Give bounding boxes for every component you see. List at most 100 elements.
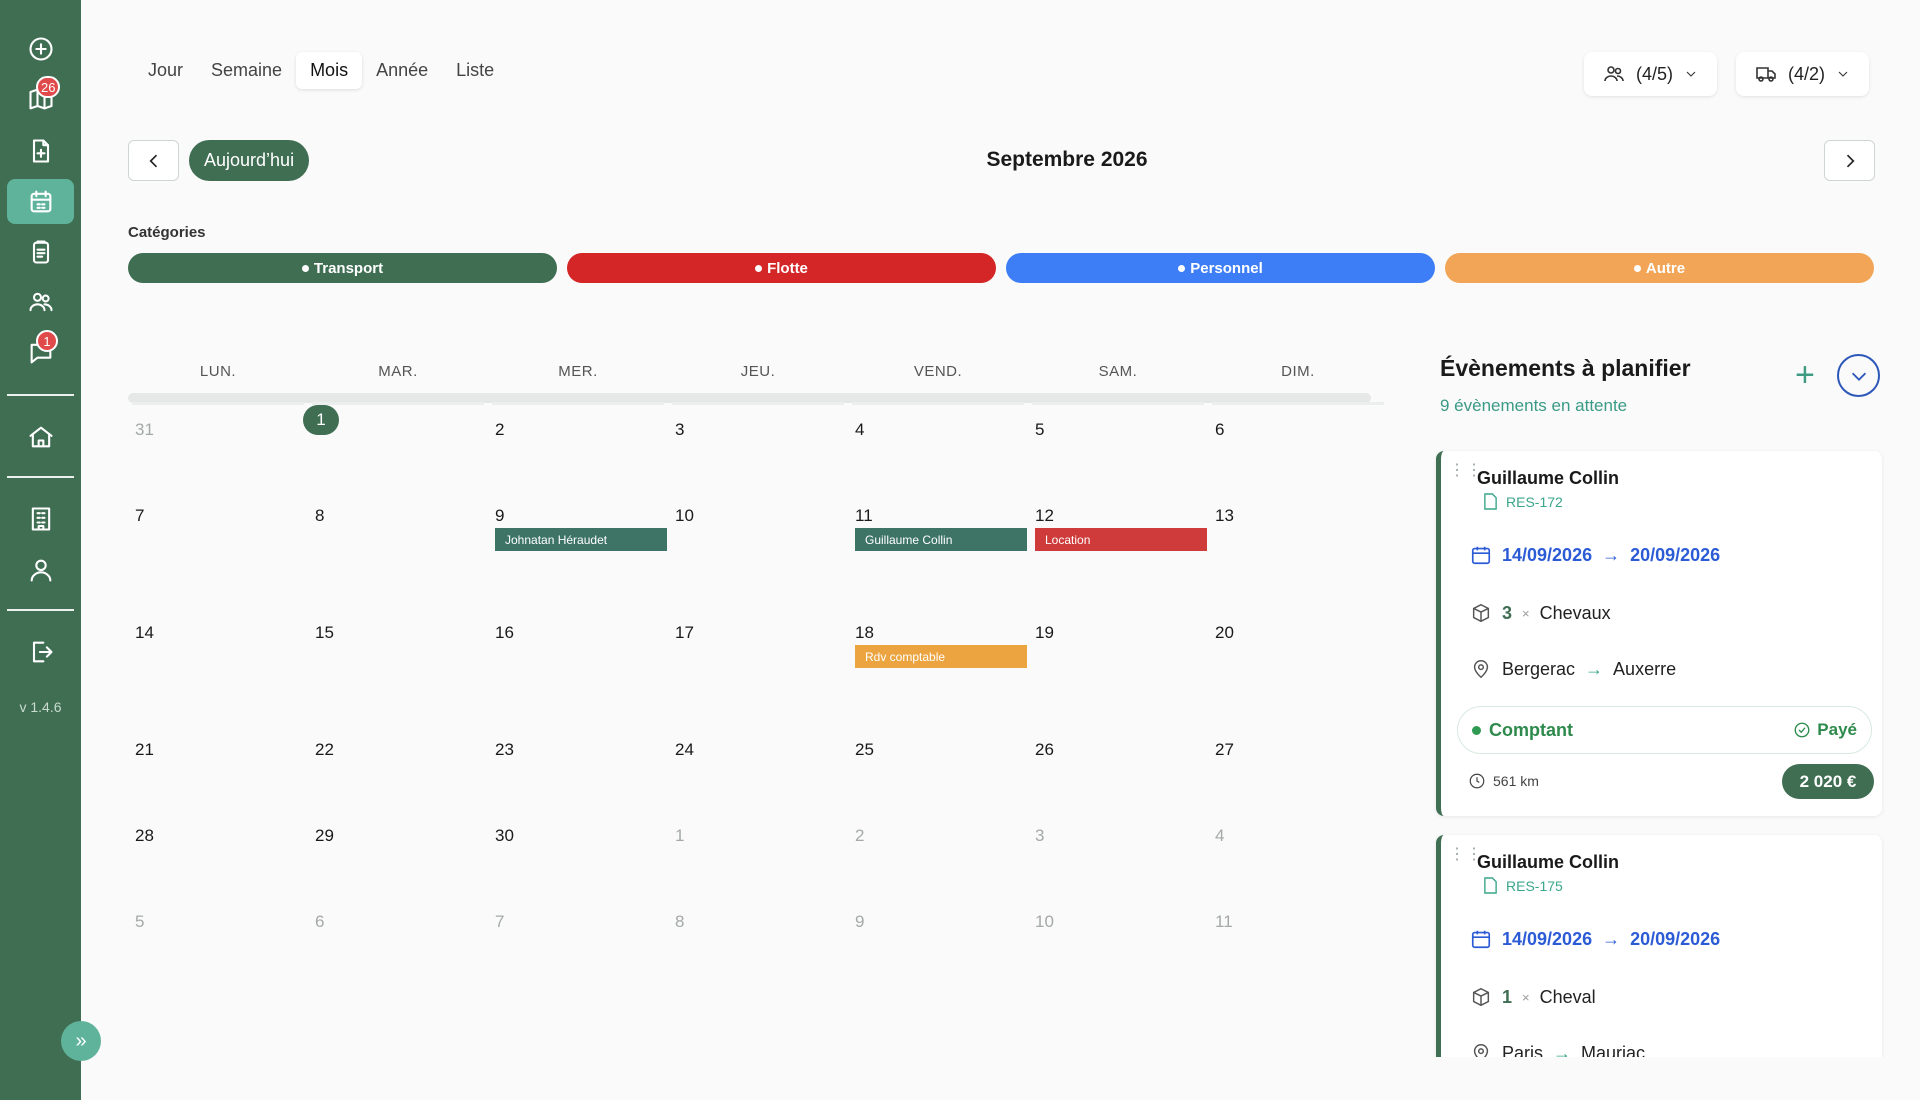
day-number[interactable]: 12: [1035, 506, 1054, 525]
category-flotte[interactable]: Flotte: [567, 253, 996, 283]
date-to: 20/09/2026: [1630, 544, 1721, 565]
tab-list[interactable]: Liste: [456, 60, 495, 80]
collapse-panel-button[interactable]: [1837, 354, 1880, 397]
day-number[interactable]: 15: [315, 623, 334, 642]
calendar-event[interactable]: Guillaume Collin: [855, 528, 1027, 551]
day-number[interactable]: 17: [675, 623, 694, 642]
tab-year[interactable]: Année: [376, 60, 429, 80]
cell-divider: [672, 402, 844, 405]
day-number[interactable]: 5: [1035, 420, 1045, 439]
day-number[interactable]: 27: [1215, 740, 1234, 759]
day-number[interactable]: 8: [315, 506, 325, 525]
day-number[interactable]: 25: [855, 740, 874, 759]
day-number[interactable]: 4: [855, 420, 865, 439]
day-number[interactable]: 21: [135, 740, 154, 759]
building-icon[interactable]: [24, 502, 58, 536]
staff-filter-dropdown[interactable]: (4/5): [1584, 52, 1718, 96]
add-document-icon[interactable]: [24, 134, 58, 168]
day-number[interactable]: 22: [315, 740, 334, 759]
users-icon: [1604, 66, 1624, 82]
day-number[interactable]: 31: [135, 420, 154, 439]
logout-icon[interactable]: [24, 635, 58, 669]
day-number[interactable]: 20: [1215, 623, 1234, 642]
weekday-header: MAR.: [378, 363, 418, 380]
vehicle-filter-dropdown[interactable]: (4/2): [1736, 52, 1870, 96]
day-number[interactable]: 4: [1215, 826, 1225, 845]
pending-event-card[interactable]: ⋮⋮ Guillaume Collin RES-172 14/09/2026 →…: [1436, 451, 1882, 816]
calendar-icon[interactable]: [24, 185, 58, 219]
day-number[interactable]: 18: [855, 623, 874, 642]
calendar-event[interactable]: Johnatan Héraudet: [495, 528, 667, 551]
today-day-number[interactable]: 1: [303, 405, 339, 435]
day-number[interactable]: 14: [135, 623, 154, 642]
price-badge: 2 020 €: [1782, 764, 1874, 799]
calendar-icon: [1471, 546, 1491, 565]
home-icon[interactable]: [24, 420, 58, 454]
times-icon: ×: [1522, 605, 1530, 621]
day-number[interactable]: 23: [495, 740, 514, 759]
clipboard-icon[interactable]: [24, 235, 58, 269]
day-number[interactable]: 7: [135, 506, 145, 525]
day-number[interactable]: 2: [495, 420, 505, 439]
day-number[interactable]: 24: [675, 740, 694, 759]
day-number[interactable]: 5: [135, 912, 145, 931]
category-personnel[interactable]: Personnel: [1006, 253, 1435, 283]
profile-icon[interactable]: [24, 553, 58, 587]
weekday-header: DIM.: [1281, 363, 1315, 380]
day-number[interactable]: 13: [1215, 506, 1234, 525]
day-number[interactable]: 9: [495, 506, 505, 525]
event-dates: 14/09/2026 → 20/09/2026: [1470, 544, 1720, 566]
next-month-button[interactable]: [1824, 140, 1875, 181]
route-row: Paris → Mauriac: [1470, 1042, 1645, 1057]
cell-divider: [132, 402, 304, 405]
cargo-type: Cheval: [1539, 986, 1596, 1007]
day-number[interactable]: 3: [1035, 826, 1045, 845]
day-number[interactable]: 6: [1215, 420, 1225, 439]
cell-divider: [312, 402, 484, 405]
day-number[interactable]: 10: [675, 506, 694, 525]
day-number[interactable]: 11: [1215, 912, 1233, 931]
calendar-event[interactable]: Rdv comptable: [855, 645, 1027, 668]
previous-month-button[interactable]: [128, 140, 179, 181]
day-number[interactable]: 2: [855, 826, 865, 845]
cell-divider: [1032, 402, 1204, 405]
tab-week[interactable]: Semaine: [211, 60, 283, 80]
expand-sidebar-button[interactable]: »: [61, 1021, 101, 1061]
add-event-button[interactable]: +: [1795, 358, 1815, 392]
route-to: Mauriac: [1581, 1042, 1646, 1058]
reservations-badge: 26: [36, 76, 61, 98]
day-number[interactable]: 10: [1035, 912, 1054, 931]
day-number[interactable]: 1: [675, 826, 685, 845]
day-number[interactable]: 26: [1035, 740, 1054, 759]
category-transport[interactable]: Transport: [128, 253, 557, 283]
tab-month[interactable]: Mois: [296, 52, 363, 89]
users-icon[interactable]: [24, 285, 58, 319]
day-number[interactable]: 28: [135, 826, 154, 845]
reservation-ref[interactable]: RES-172: [1483, 493, 1563, 510]
reservation-ref[interactable]: RES-175: [1483, 877, 1563, 894]
day-number[interactable]: 30: [495, 826, 514, 845]
add-circle-icon[interactable]: [24, 32, 58, 66]
day-number[interactable]: 3: [675, 420, 685, 439]
drag-handle-icon[interactable]: ⋮⋮: [1449, 846, 1483, 863]
day-number[interactable]: 6: [315, 912, 325, 931]
tab-day[interactable]: Jour: [148, 60, 184, 80]
day-number[interactable]: 16: [495, 623, 514, 642]
category-label: Personnel: [1190, 259, 1263, 277]
route-to: Auxerre: [1613, 658, 1677, 679]
day-number[interactable]: 8: [675, 912, 685, 931]
day-number[interactable]: 29: [315, 826, 334, 845]
date-to: 20/09/2026: [1630, 928, 1721, 949]
sidebar: 26 1 v 1.4.6: [0, 0, 81, 1100]
day-number[interactable]: 9: [855, 912, 865, 931]
calendar-event[interactable]: Location: [1035, 528, 1207, 551]
panel-subtitle: 9 évènements en attente: [1440, 396, 1628, 415]
category-autre[interactable]: Autre: [1445, 253, 1874, 283]
day-number[interactable]: 19: [1035, 623, 1054, 642]
day-number[interactable]: 11: [855, 506, 873, 525]
drag-handle-icon[interactable]: ⋮⋮: [1449, 462, 1483, 479]
pending-event-card[interactable]: ⋮⋮ Guillaume Collin RES-175 14/09/2026 →…: [1436, 835, 1882, 1057]
today-button[interactable]: Aujourd’hui: [189, 140, 310, 181]
day-number[interactable]: 7: [495, 912, 505, 931]
panel-title: Évènements à planifier: [1440, 355, 1691, 381]
